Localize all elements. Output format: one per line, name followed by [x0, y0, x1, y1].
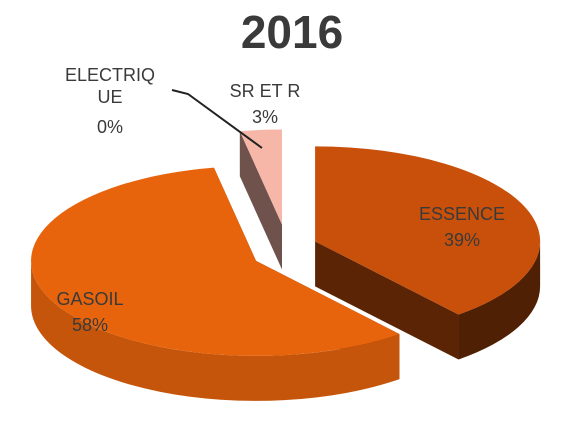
slice-label: ESSENCE: [419, 204, 505, 224]
slice: [315, 146, 541, 315]
slice-label: ELECTRIQUE: [64, 65, 156, 107]
pie: [31, 129, 541, 401]
slice-value-label: 39%: [444, 230, 480, 250]
slice-wall: [239, 131, 282, 270]
slice-label: GASOIL: [56, 289, 123, 309]
slice-value-label: 3%: [252, 107, 278, 127]
slice-label: SR ET R: [230, 81, 301, 101]
slice-wall: [315, 241, 459, 360]
slice: [31, 167, 400, 356]
slice: [239, 129, 282, 225]
slice-value-label: 58%: [72, 315, 108, 335]
slice-side: [458, 241, 541, 360]
chart-title: 2016: [241, 6, 343, 58]
slice-side: [31, 260, 400, 401]
leader-line: [171, 89, 263, 149]
slice-value-label: 0%: [96, 117, 123, 137]
